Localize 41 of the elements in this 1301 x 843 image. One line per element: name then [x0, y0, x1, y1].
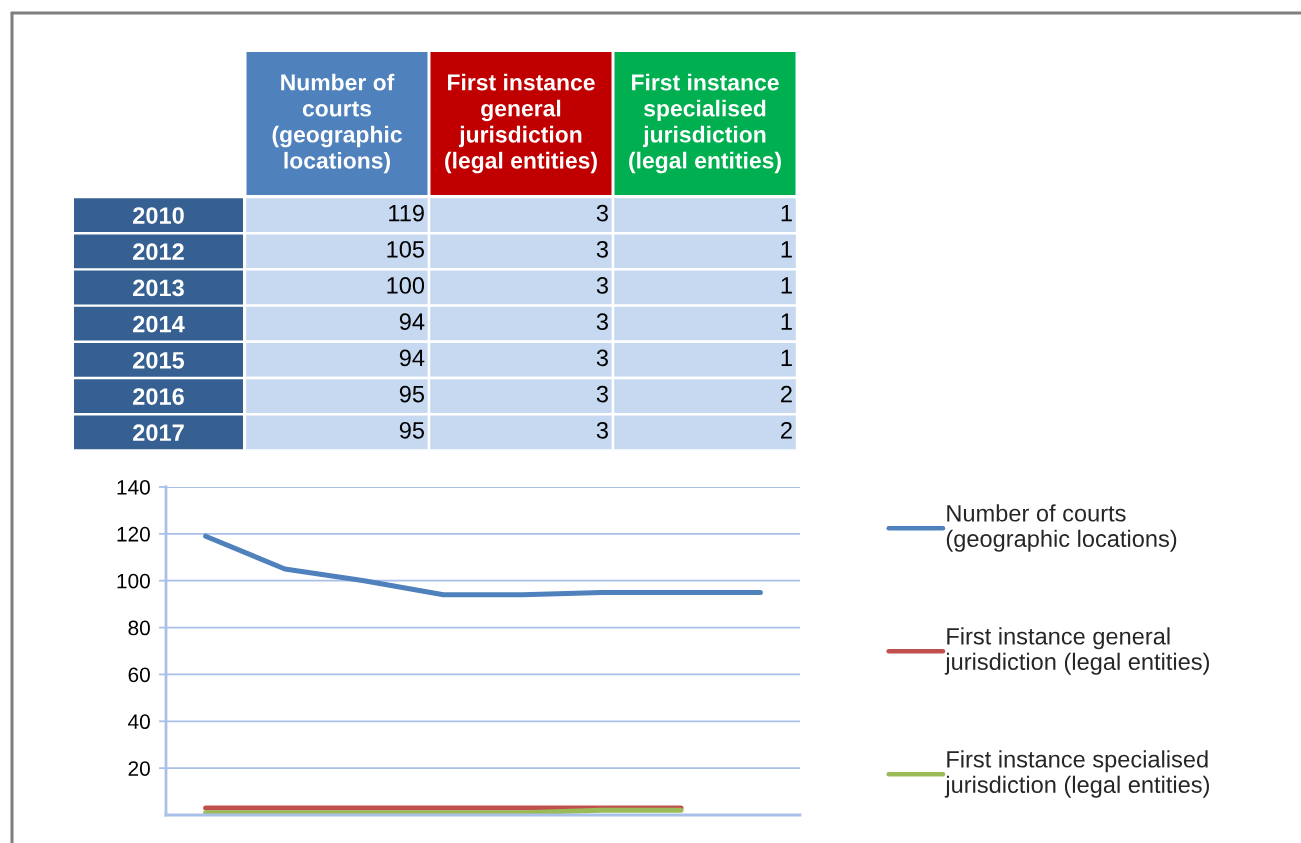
data-label: 1 — [781, 313, 792, 330]
x-tick-label: First instance specialised jurisdiction (legal entities) — [629, 73, 781, 174]
y-tick-label: 2015 — [133, 351, 185, 369]
y-tick-label: 100 — [117, 573, 150, 589]
data-label: 3 — [596, 277, 608, 294]
data-label: 100 — [387, 277, 425, 294]
y-tick-label: 2012 — [133, 243, 184, 261]
data-label: 1 — [781, 241, 792, 258]
data-label: 119 — [389, 204, 424, 222]
data-label: 3 — [596, 204, 608, 222]
legend-label: First instance specialised jurisdiction (legal entities) — [944, 750, 1209, 798]
x-tick-label: First instance general jurisdiction (legal entities) — [445, 73, 597, 174]
legend-label: First instance general jurisdiction (legal entities) — [944, 627, 1209, 675]
y-tick-label: 40 — [128, 714, 150, 730]
data-label: 94 — [399, 313, 425, 331]
y-tick-label: 140 — [117, 480, 150, 495]
y-tick-label: 2010 — [133, 207, 184, 224]
y-tick-label: 120 — [117, 526, 150, 542]
y-tick-label: 2013 — [133, 279, 184, 297]
legend-label: Number of courts (geographic locations) — [946, 504, 1177, 552]
data-label: 1 — [781, 349, 792, 367]
y-tick-label: 60 — [128, 667, 150, 683]
data-label: 94 — [399, 349, 425, 367]
data-label: 3 — [596, 421, 608, 439]
y-tick-label: 2017 — [133, 424, 184, 442]
data-label: 95 — [399, 421, 425, 439]
data-label: 2 — [781, 385, 792, 403]
y-tick-label: 20 — [128, 761, 150, 776]
data-label: 3 — [596, 349, 608, 367]
x-tick-label: Number of courts (geographic locations) — [272, 73, 402, 174]
y-tick-label: 2016 — [133, 388, 184, 405]
data-label: 95 — [399, 385, 425, 403]
data-label: 1 — [781, 277, 792, 294]
y-tick-label: 2014 — [133, 315, 185, 333]
y-tick-label: 80 — [128, 620, 150, 636]
data-label: 3 — [596, 385, 608, 403]
data-label: 1 — [781, 204, 792, 222]
data-label: 3 — [596, 240, 608, 258]
data-label: 3 — [596, 313, 608, 331]
data-label: 2 — [781, 421, 792, 439]
data-label: 105 — [387, 240, 425, 258]
